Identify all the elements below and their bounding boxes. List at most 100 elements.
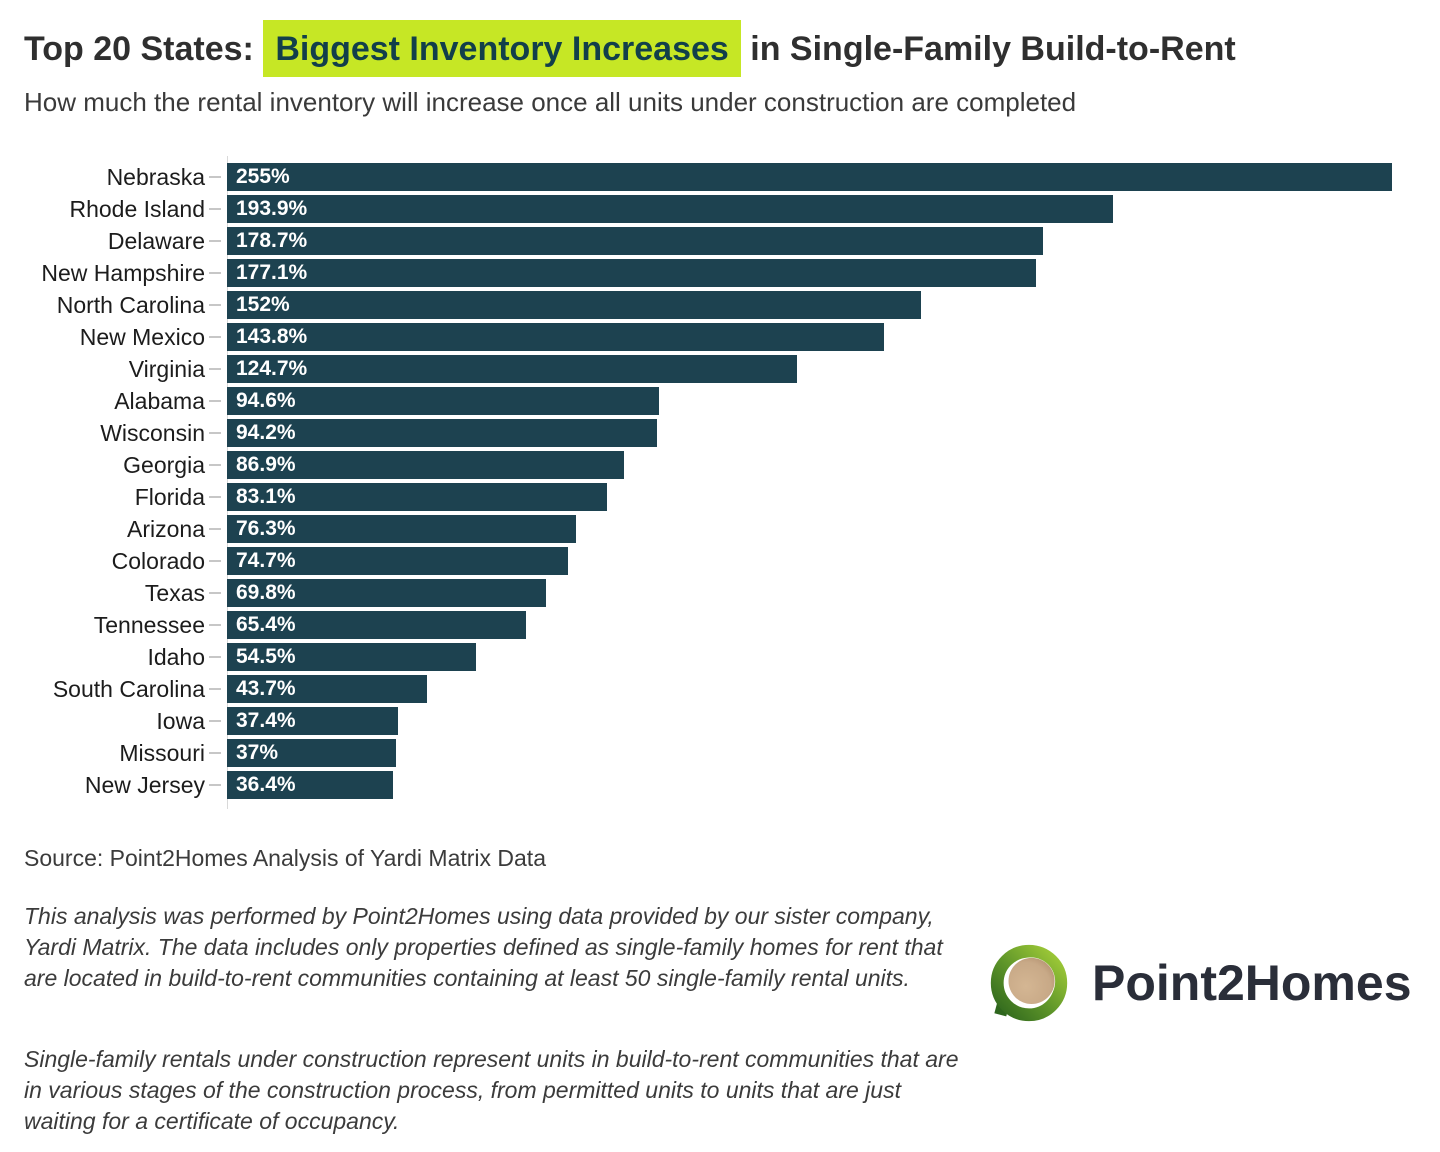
bar-area: 76.3% <box>227 513 1392 545</box>
bar: 65.4% <box>227 611 526 639</box>
bar-area: 124.7% <box>227 353 1392 385</box>
bar-value-label: 69.8% <box>236 581 296 604</box>
bar-value-label: 94.6% <box>236 389 296 412</box>
bar: 76.3% <box>227 515 576 543</box>
axis-tick <box>209 720 221 722</box>
chart-row: Virginia 124.7% <box>24 353 1392 385</box>
bar-area: 193.9% <box>227 193 1392 225</box>
bar: 193.9% <box>227 195 1113 223</box>
bar-area: 43.7% <box>227 673 1392 705</box>
state-label: New Hampshire <box>41 259 205 286</box>
state-label: Virginia <box>128 355 205 382</box>
bar: 36.4% <box>227 771 394 799</box>
chart-row: Delaware 178.7% <box>24 225 1392 257</box>
axis-tick <box>209 592 221 594</box>
footnote-1: This analysis was performed by Point2Hom… <box>24 903 943 991</box>
bar-value-label: 36.4% <box>236 773 296 796</box>
chart-row: Iowa 37.4% <box>24 705 1392 737</box>
state-label: Idaho <box>147 643 205 670</box>
state-label: Iowa <box>156 707 205 734</box>
state-label: Alabama <box>114 387 205 414</box>
bar: 255% <box>227 163 1392 191</box>
state-label: Delaware <box>107 227 205 254</box>
axis-tick <box>209 336 221 338</box>
bar-area: 94.2% <box>227 417 1392 449</box>
bar: 54.5% <box>227 643 476 671</box>
axis-tick <box>209 784 221 786</box>
bar-value-label: 37.4% <box>236 709 296 732</box>
chart-row: Tennessee 65.4% <box>24 609 1392 641</box>
chart-row: Texas 69.8% <box>24 577 1392 609</box>
axis-tick <box>209 560 221 562</box>
state-label: Nebraska <box>106 163 205 190</box>
bar-area: 143.8% <box>227 321 1392 353</box>
state-label: South Carolina <box>52 675 205 702</box>
bar-area: 65.4% <box>227 609 1392 641</box>
axis-tick <box>209 752 221 754</box>
bar: 124.7% <box>227 355 797 383</box>
bar-value-label: 74.7% <box>236 549 296 572</box>
chart-row: Wisconsin 94.2% <box>24 417 1392 449</box>
point2homes-logo-text: Point2Homes <box>1092 955 1412 1011</box>
bar: 43.7% <box>227 675 427 703</box>
axis-tick <box>209 496 221 498</box>
bar-area: 152% <box>227 289 1392 321</box>
bar-area: 178.7% <box>227 225 1392 257</box>
bar-area: 255% <box>227 161 1392 193</box>
bar: 83.1% <box>227 483 607 511</box>
chart-row: Georgia 86.9% <box>24 449 1392 481</box>
axis-tick <box>209 624 221 626</box>
axis-tick <box>209 432 221 434</box>
state-label: Wisconsin <box>100 419 205 446</box>
bar: 177.1% <box>227 259 1037 287</box>
state-label: Arizona <box>127 515 205 542</box>
bar: 94.2% <box>227 419 658 447</box>
state-label: Colorado <box>111 547 205 574</box>
source-line: Source: Point2Homes Analysis of Yardi Ma… <box>24 845 546 871</box>
bar-value-label: 152% <box>236 293 290 316</box>
axis-tick <box>209 400 221 402</box>
chart-row: Nebraska 255% <box>24 161 1392 193</box>
state-label: Tennessee <box>93 611 205 638</box>
axis-tick <box>209 528 221 530</box>
footnote-2: Single-family rentals under construction… <box>24 1046 959 1134</box>
bar: 152% <box>227 291 922 319</box>
chart-row: Colorado 74.7% <box>24 545 1392 577</box>
point2homes-logo-icon <box>990 944 1068 1022</box>
bar: 86.9% <box>227 451 624 479</box>
state-label: Missouri <box>119 739 205 766</box>
chart-row: New Jersey 36.4% <box>24 769 1392 801</box>
title-suffix: in Single-Family Build-to-Rent <box>740 30 1236 68</box>
title-prefix: Top 20 States: <box>24 30 264 68</box>
state-label: Georgia <box>123 451 205 478</box>
bar-value-label: 83.1% <box>236 485 296 508</box>
bar: 74.7% <box>227 547 569 575</box>
axis-tick <box>209 368 221 370</box>
state-label: New Jersey <box>84 771 205 798</box>
bar: 37% <box>227 739 397 767</box>
chart-subtitle: How much the rental inventory will incre… <box>24 87 1077 117</box>
axis-tick <box>209 464 221 466</box>
bar-value-label: 124.7% <box>236 357 308 380</box>
axis-tick <box>209 240 221 242</box>
bar: 69.8% <box>227 579 546 607</box>
axis-tick <box>209 272 221 274</box>
bar-chart: Nebraska 255% Rhode Island 193.9% Delawa… <box>24 156 1392 809</box>
bar-area: 94.6% <box>227 385 1392 417</box>
bar-value-label: 37% <box>236 741 279 764</box>
bar: 143.8% <box>227 323 884 351</box>
chart-row: New Hampshire 177.1% <box>24 257 1392 289</box>
state-label: Florida <box>134 483 205 510</box>
bar-value-label: 193.9% <box>236 197 308 220</box>
bar-value-label: 86.9% <box>236 453 296 476</box>
chart-row: Arizona 76.3% <box>24 513 1392 545</box>
page-title: Top 20 States: Biggest Inventory Increas… <box>24 20 1236 77</box>
bar-area: 177.1% <box>227 257 1392 289</box>
bar-area: 74.7% <box>227 545 1392 577</box>
state-label: Rhode Island <box>69 195 205 222</box>
bar-value-label: 43.7% <box>236 677 296 700</box>
bar-area: 54.5% <box>227 641 1392 673</box>
title-highlight: Biggest Inventory Increases <box>263 20 741 77</box>
state-label: New Mexico <box>79 323 205 350</box>
point2homes-logo: Point2Homes <box>988 942 1412 1024</box>
